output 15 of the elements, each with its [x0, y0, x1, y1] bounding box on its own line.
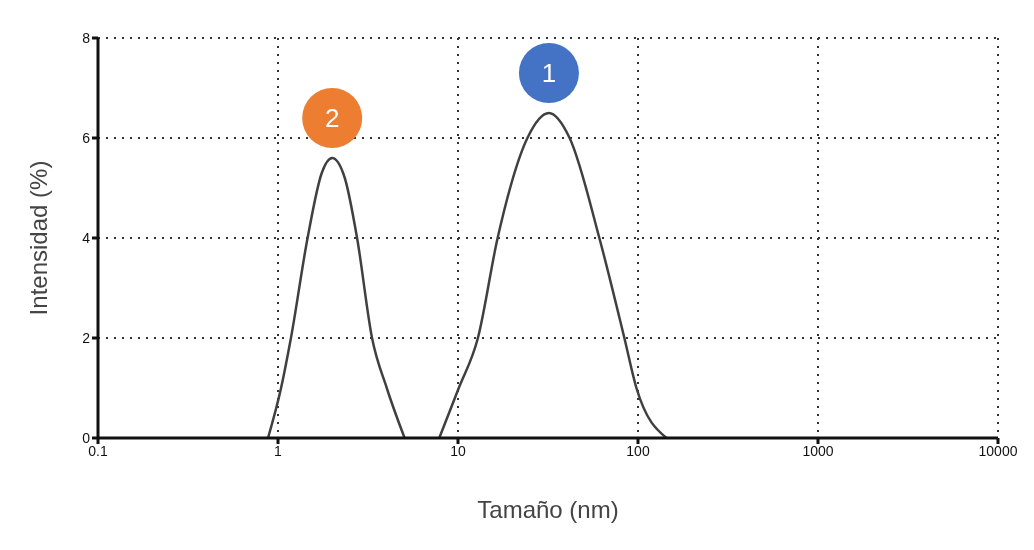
y-tick-label: 2 — [82, 329, 91, 346]
x-tick-label: 10000 — [978, 442, 1018, 459]
y-tick-label: 4 — [82, 229, 91, 246]
annotation: 1 — [541, 58, 557, 89]
x-tick-label: 1 — [274, 442, 283, 459]
x-tick-label: 0.1 — [88, 442, 108, 459]
y-tick-label: 8 — [82, 29, 91, 46]
x-tick-label: 100 — [626, 442, 650, 459]
x-tick-label: 1000 — [802, 442, 834, 459]
x-axis-title: Tamaño (nm) — [477, 496, 619, 523]
y-tick-label: 6 — [82, 129, 91, 146]
y-tick-label: 0 — [82, 429, 91, 446]
annotation: 2 — [324, 103, 340, 134]
y-axis-title: Intensidad (%) — [24, 160, 52, 316]
x-tick-label: 10 — [450, 442, 466, 459]
